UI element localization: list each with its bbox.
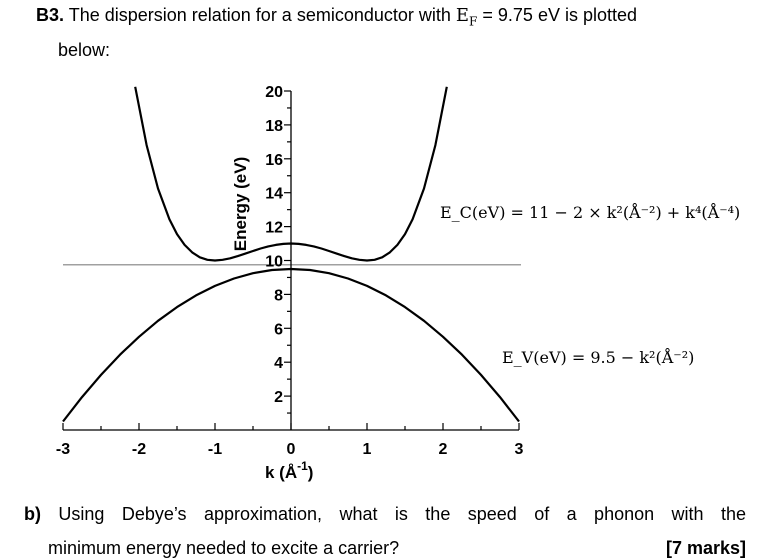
x-tick-label: -1 xyxy=(208,441,222,458)
part-b-marks: [7 marks] xyxy=(665,538,746,558)
y-tick-label: 18 xyxy=(265,118,283,135)
y-tick-label: 12 xyxy=(265,220,283,237)
fermi-value: = 9.75 eV is plotted xyxy=(482,5,637,25)
y-tick-label: 10 xyxy=(265,254,283,271)
y-tick-label: 4 xyxy=(274,355,283,372)
x-tick-label: 0 xyxy=(287,441,296,458)
part-b-line2: minimum energy needed to excite a carrie… xyxy=(48,538,400,558)
conduction-band-equation: E_C(eV) = 11 − 2 × k²(Å⁻²) + k⁴(Å⁻⁴) xyxy=(440,202,740,222)
question-number: B3. xyxy=(36,5,65,25)
x-tick-label: 2 xyxy=(439,441,448,458)
part-b-line1: Using Debye’s approximation, what is the… xyxy=(58,504,746,524)
part-b-label: b) xyxy=(24,504,41,524)
question-header: B3. The dispersion relation for a semico… xyxy=(36,5,637,29)
y-tick-label: 20 xyxy=(265,84,283,101)
x-tick-label: -2 xyxy=(132,441,146,458)
y-tick-label: 16 xyxy=(265,152,283,169)
x-axis-label: k (Å-1) xyxy=(265,459,313,482)
y-tick-label: 2 xyxy=(274,389,283,406)
fermi-symbol: EF xyxy=(455,5,478,29)
fermi-subscript: F xyxy=(469,14,478,29)
x-tick-label: 1 xyxy=(363,441,372,458)
part-b-question: b) Using Debye’s approximation, what is … xyxy=(24,504,746,525)
question-continuation: below: xyxy=(58,40,111,60)
part-b-continuation: minimum energy needed to excite a carrie… xyxy=(48,538,746,559)
y-axis-label: Energy (eV) xyxy=(231,157,250,251)
y-tick-label: 14 xyxy=(265,186,283,203)
valence-band-equation: E_V(eV) = 9.5 − k²(Å⁻²) xyxy=(502,347,694,367)
x-tick-label: -3 xyxy=(56,441,70,458)
y-tick-label: 6 xyxy=(274,321,283,338)
valence-band-curve xyxy=(62,267,520,423)
question-text: The dispersion relation for a semiconduc… xyxy=(68,5,451,25)
y-tick-label: 8 xyxy=(274,287,283,304)
x-tick-label: 3 xyxy=(515,441,524,458)
